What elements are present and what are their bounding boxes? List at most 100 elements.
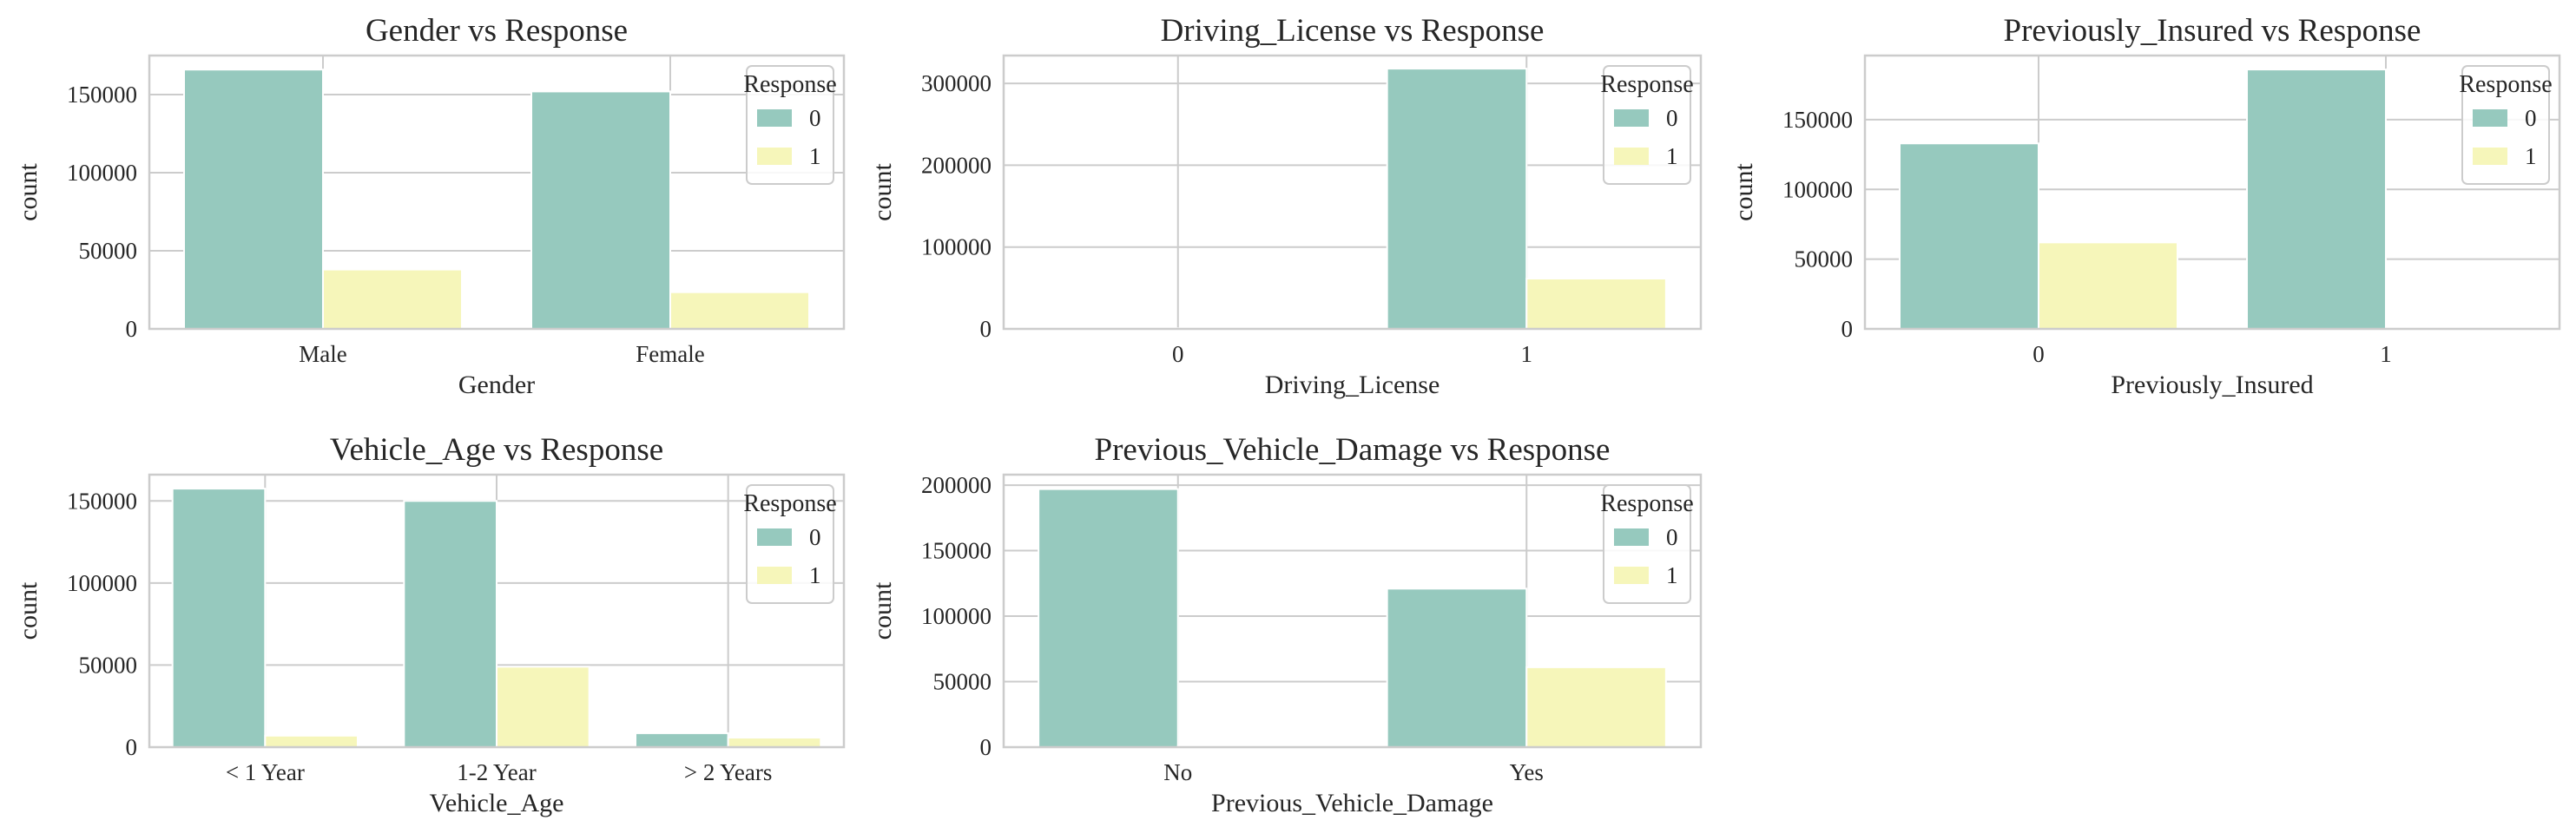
legend-label-1: 1 [809, 562, 821, 588]
y-axis-label: count [1729, 163, 1758, 221]
bar-0-Yes [1386, 587, 1528, 749]
y-tick-label: 50000 [79, 652, 138, 678]
x-tick-label: 1 [1521, 341, 1533, 367]
legend-swatch-0 [1614, 109, 1649, 127]
y-tick-label: 100000 [1782, 176, 1853, 202]
legend-title: Response [743, 490, 836, 517]
y-tick-label: 50000 [1795, 246, 1854, 272]
x-tick-label: 0 [2032, 341, 2045, 367]
legend-swatch-0 [2473, 109, 2507, 127]
bar-1-1 [1525, 277, 1667, 330]
bar-0-1Year [171, 488, 267, 748]
y-tick-label: 0 [126, 734, 138, 760]
y-tick-label: 200000 [921, 152, 992, 178]
bar-1-Female [669, 291, 810, 331]
x-axis-label: Gender [458, 371, 535, 399]
bar-0-2Years [635, 732, 729, 749]
legend-swatch-0 [1614, 528, 1649, 546]
x-axis-label: Previously_Insured [2111, 371, 2313, 399]
y-tick-label: 0 [980, 316, 992, 342]
legend: Response 0 1 [743, 484, 837, 604]
y-tick-label: 100000 [921, 234, 992, 260]
y-tick-label: 0 [980, 734, 992, 760]
bar-1-0 [2038, 241, 2178, 331]
chart-title: Driving_License vs Response [1161, 13, 1545, 49]
y-tick-label: 50000 [79, 238, 138, 264]
x-tick-label: > 2 Years [684, 759, 773, 785]
chart-1: 0 50000 100000 150000 Male Female Gender vs Re… [14, 13, 846, 399]
bar-0-Male [183, 69, 324, 330]
y-axis-label: count [868, 581, 897, 640]
legend-label-0: 0 [809, 524, 821, 550]
y-axis-label: count [868, 163, 897, 221]
x-tick-label: < 1 Year [226, 759, 305, 785]
x-tick-label: No [1163, 759, 1192, 785]
legend-label-1: 1 [1666, 143, 1678, 169]
bar-1-1Year [264, 734, 359, 748]
y-tick-label: 100000 [67, 570, 137, 596]
legend: Response 0 1 [1600, 484, 1694, 604]
legend-swatch-0 [757, 109, 792, 127]
legend-swatch-1 [1614, 567, 1649, 584]
y-tick-label: 200000 [921, 472, 992, 498]
y-tick-label: 150000 [67, 488, 137, 514]
y-tick-label: 50000 [933, 669, 992, 695]
legend-title: Response [743, 71, 836, 98]
x-axis-label: Vehicle_Age [430, 789, 564, 817]
legend: Response 0 1 [1600, 65, 1694, 185]
y-axis-label: count [14, 581, 43, 640]
x-tick-label: 1-2 Year [457, 759, 537, 785]
bar-0-Female [530, 90, 671, 331]
y-tick-label: 100000 [921, 603, 992, 629]
x-tick-label: 1 [2380, 341, 2392, 367]
legend-label-0: 0 [1666, 105, 1678, 131]
x-axis-label: Previous_Vehicle_Damage [1211, 789, 1493, 817]
chart-2: 0 100000 200000 300000 0 1 Driving_License vs … [868, 13, 1703, 399]
y-tick-label: 150000 [1782, 107, 1853, 133]
axes-frame [1863, 54, 2561, 331]
axes-frame [1002, 473, 1703, 749]
legend-label-0: 0 [2525, 105, 2537, 131]
y-tick-label: 300000 [921, 70, 992, 96]
axes-frame [1002, 54, 1703, 331]
chart-4: 0 50000 100000 150000 < 1 Year 1-2 Year > 2 Ye… [14, 432, 846, 817]
legend-swatch-1 [2473, 148, 2507, 165]
x-tick-label: 0 [1172, 341, 1184, 367]
y-axis-label: count [14, 163, 43, 221]
bar-0-12Year [403, 500, 498, 749]
legend-label-1: 1 [2525, 143, 2537, 169]
chart-5: 0 50000 100000 150000 200000 No Yes Previous_Ve… [868, 432, 1703, 817]
bar-0-1 [1386, 68, 1528, 331]
x-axis-label: Driving_License [1265, 371, 1440, 399]
chart-title: Previous_Vehicle_Damage vs Response [1095, 432, 1611, 468]
legend: Response 0 1 [2459, 65, 2553, 185]
y-tick-label: 100000 [67, 160, 137, 186]
legend-label-0: 0 [809, 105, 821, 131]
legend-label-1: 1 [809, 143, 821, 169]
y-tick-label: 150000 [921, 538, 992, 564]
axes-frame [148, 54, 846, 331]
legend-label-0: 0 [1666, 524, 1678, 550]
legend-swatch-1 [757, 148, 792, 165]
bar-0-0 [1899, 142, 2039, 330]
x-tick-label: Female [636, 341, 704, 367]
chart-title: Vehicle_Age vs Response [330, 432, 663, 468]
axes-frame [148, 473, 846, 749]
y-tick-label: 0 [126, 316, 138, 342]
legend-swatch-1 [757, 567, 792, 584]
y-tick-label: 150000 [67, 82, 137, 108]
bar-1-12Year [496, 666, 590, 748]
chart-3: 0 50000 100000 150000 0 1 Previously_Insured v… [1729, 13, 2561, 399]
legend: Response 0 1 [743, 65, 837, 185]
x-tick-label: Male [299, 341, 346, 367]
legend-label-1: 1 [1666, 562, 1678, 588]
legend-title: Response [2459, 71, 2552, 98]
legend-swatch-0 [757, 528, 792, 546]
legend-swatch-1 [1614, 148, 1649, 165]
bar-1-2Years [727, 737, 822, 749]
legend-title: Response [1600, 490, 1693, 517]
bar-1-Yes [1525, 666, 1667, 748]
bar-0-1 [2246, 69, 2387, 330]
chart-title: Gender vs Response [366, 13, 628, 49]
